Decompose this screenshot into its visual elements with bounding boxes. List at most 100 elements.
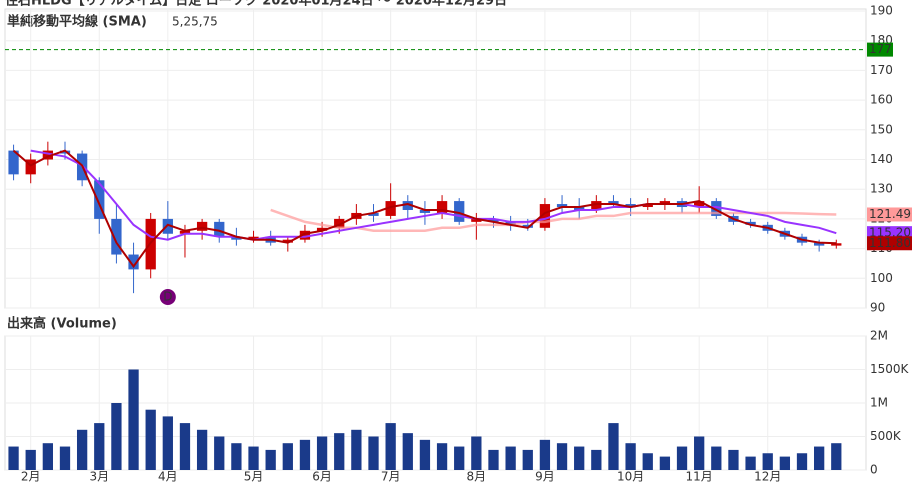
y-tick-label: 1M — [870, 396, 888, 410]
volume-bar — [179, 423, 191, 470]
volume-bar — [608, 423, 619, 470]
indicator-params: 5,25,75 — [172, 15, 218, 29]
y-tick-label: 160 — [870, 93, 893, 107]
y-tick-label: 150 — [870, 122, 893, 136]
volume-bar — [796, 453, 808, 470]
candle-body — [128, 254, 139, 270]
y-tick-label: 500K — [870, 429, 902, 443]
volume-bar — [94, 423, 105, 470]
y-tick-label: 1500K — [870, 362, 910, 376]
candle-body — [505, 221, 516, 225]
last-value-label: 121.49 — [869, 207, 911, 221]
volume-bar — [128, 369, 139, 470]
candle-body — [659, 201, 671, 205]
chart-title: 住石HLDG【リアルタイム】日足 ローソク 2020年01月24日 ～ 2020… — [5, 0, 507, 9]
candle-body — [8, 150, 19, 175]
candle-body — [59, 150, 71, 154]
candle-body — [385, 201, 396, 216]
volume-bar — [419, 439, 431, 470]
volume-bar — [316, 436, 328, 470]
y-tick-label: 0 — [870, 463, 878, 477]
volume-bar — [505, 446, 516, 470]
candle-body — [402, 201, 413, 210]
volume-bar — [385, 423, 396, 470]
candle-body — [591, 201, 602, 210]
volume-bar — [711, 446, 722, 470]
volume-bar — [265, 449, 276, 470]
reference-label: 177 — [869, 42, 892, 56]
sma-line — [12, 149, 837, 269]
volume-bar — [762, 453, 773, 470]
candle-body — [608, 201, 619, 205]
volume-title: 出来高 (Volume) — [7, 316, 117, 332]
x-tick-label: 6月 — [312, 470, 332, 483]
candle-body — [334, 218, 345, 228]
volume-bar — [625, 443, 636, 470]
candle-body — [162, 218, 173, 234]
volume-bar — [214, 436, 225, 470]
volume-bar — [488, 449, 499, 470]
volume-bar — [282, 443, 293, 470]
x-tick-label: 11月 — [686, 470, 713, 483]
volume-bar — [334, 433, 345, 470]
candle-body — [231, 236, 242, 240]
x-tick-label: 7月 — [381, 470, 401, 483]
candle-body — [94, 180, 105, 219]
volume-bar — [8, 446, 19, 470]
volume-bar — [745, 456, 756, 470]
last-value-badge — [867, 207, 912, 222]
volume-bar — [248, 446, 259, 470]
volume-bar — [402, 433, 413, 470]
x-tick-label: 10月 — [617, 470, 644, 483]
volume-bar — [231, 443, 242, 470]
y-tick-label: 190 — [870, 4, 893, 18]
volume-bar — [111, 403, 122, 470]
candle-body — [42, 150, 53, 160]
candle-body — [642, 204, 653, 208]
y-tick-label: 170 — [870, 63, 893, 77]
volume-bar — [299, 439, 311, 470]
sma-line — [270, 208, 837, 233]
volume-bar — [728, 449, 739, 470]
volume-bar — [196, 429, 208, 470]
y-tick-label: 100 — [870, 271, 893, 285]
candle-body — [316, 227, 328, 231]
candle-body — [111, 218, 122, 255]
volume-bar — [676, 446, 688, 470]
volume-bar — [76, 429, 88, 470]
candle-body — [625, 204, 636, 208]
y-tick-label: 2M — [870, 329, 888, 343]
annotation-marker — [159, 289, 176, 305]
volume-bar — [659, 456, 671, 470]
x-tick-label: 4月 — [158, 470, 178, 483]
annotation-text: D — [163, 290, 172, 304]
volume-bar — [574, 446, 585, 470]
volume-bar — [591, 449, 602, 470]
candle-body — [282, 239, 293, 243]
sma-line — [30, 149, 837, 241]
x-tick-label: 8月 — [467, 470, 487, 483]
candle-body — [539, 204, 551, 228]
candle-body — [25, 159, 36, 175]
candle-body — [745, 221, 756, 225]
volume-bar — [642, 453, 653, 470]
volume-bar — [694, 436, 705, 470]
x-tick-label: 2月 — [21, 470, 41, 483]
candle-body — [471, 218, 482, 222]
candle-body — [711, 201, 722, 216]
candle-body — [214, 221, 225, 237]
x-tick-label: 5月 — [244, 470, 264, 483]
volume-bar — [556, 443, 568, 470]
volume-bar — [522, 449, 533, 470]
volume-bar — [779, 456, 791, 470]
candle-body — [454, 201, 465, 222]
volume-bar — [162, 416, 173, 470]
candle-body — [196, 221, 208, 231]
volume-bar — [42, 443, 53, 470]
volume-bar — [436, 443, 448, 470]
volume-bar — [831, 443, 842, 470]
candle-body — [574, 207, 585, 210]
y-tick-label: 140 — [870, 152, 893, 166]
volume-bar — [539, 439, 551, 470]
